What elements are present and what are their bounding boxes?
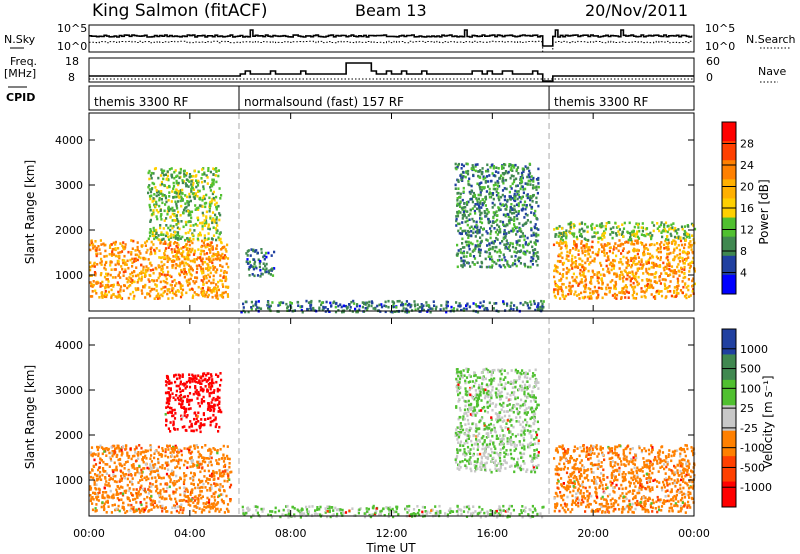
cpid-segment-label: themis 3300 RF xyxy=(554,95,648,109)
beam-title: Beam 13 xyxy=(355,1,427,20)
power-colorbar-tick: 12 xyxy=(740,224,754,237)
freq-tick-bottom: 8 xyxy=(68,71,75,84)
x-tick-label: 20:00 xyxy=(577,527,609,540)
velocity-region-4 xyxy=(553,444,696,514)
power-colorbar-tick: 4 xyxy=(740,267,747,280)
power-colorbar-swatch xyxy=(722,179,736,199)
cpid-segment-label: normalsound (fast) 157 RF xyxy=(244,95,404,109)
velocity-region-1 xyxy=(164,372,223,434)
power-colorbar-swatch xyxy=(722,255,736,276)
x-tick-label: 04:00 xyxy=(174,527,206,540)
power-colorbar-swatch xyxy=(722,122,736,142)
x-tick-label: 16:00 xyxy=(476,527,508,540)
nave-label: Nave xyxy=(758,65,786,78)
velocity-colorbar-swatch xyxy=(722,354,736,381)
y-tick-label: 1000 xyxy=(55,474,83,487)
velocity-colorbar-swatch xyxy=(722,405,736,432)
freq-tick-top: 18 xyxy=(65,55,79,68)
cpid-segment-label: themis 3300 RF xyxy=(94,95,188,109)
y-tick-label: 3000 xyxy=(55,384,83,397)
power-colorbar: 28 24 20 16 12 8 4 xyxy=(721,121,754,295)
velocity-colorbar-tick: -1000 xyxy=(740,481,772,494)
power-colorbar-title: Power [dB] xyxy=(757,179,771,244)
power-colorbar-tick: 8 xyxy=(740,245,747,258)
nsky-tick-top-right: 10^5 xyxy=(705,22,735,35)
nsearch-series xyxy=(89,40,692,53)
velocity-colorbar-title: Velocity [m s⁻¹] xyxy=(761,375,775,468)
date-title: 20/Nov/2011 xyxy=(585,1,688,20)
velocity-colorbar-tick: 500 xyxy=(740,363,761,376)
y-tick-label: 3000 xyxy=(55,179,83,192)
power-ylabel: Slant Range [km] xyxy=(23,160,37,264)
y-tick-label: 4000 xyxy=(55,339,83,352)
power-region-2 xyxy=(245,248,276,278)
power-region-0 xyxy=(89,239,230,300)
power-region-1 xyxy=(147,167,223,242)
velocity-region-2 xyxy=(241,504,545,519)
y-tick-label: 4000 xyxy=(55,134,83,147)
velocity-colorbar-swatch xyxy=(722,456,736,483)
x-tick-label: 12:00 xyxy=(376,527,408,540)
freq-label-line1: Freq. xyxy=(10,55,37,68)
velocity-colorbar-tick: -25 xyxy=(740,422,758,435)
velocity-region-0 xyxy=(89,444,233,514)
velocity-colorbar-swatch xyxy=(722,329,736,355)
velocity-colorbar-tick: 1000 xyxy=(740,343,768,356)
velocity-ylabel: Slant Range [km] xyxy=(23,365,37,469)
velocity-colorbar-swatch xyxy=(722,379,736,406)
nsearch-label: N.Search xyxy=(746,33,796,46)
velocity-panel: 1000 2000 3000 4000 00:00 04:00 08:00 12:00 16:0… xyxy=(23,317,710,554)
x-tick-label: 00:00 xyxy=(678,527,710,540)
power-colorbar-swatch xyxy=(722,217,736,238)
velocity-colorbar-tick: 25 xyxy=(740,402,754,415)
freq-label-line2: [MHz] xyxy=(4,67,36,80)
power-colorbar-swatch xyxy=(722,141,736,161)
freq-series xyxy=(89,62,694,82)
cpid-panel: CPID themis 3300 RF normalsound (fast) 15… xyxy=(6,85,695,111)
velocity-colorbar-tick: -500 xyxy=(740,461,765,474)
y-tick-label: 1000 xyxy=(55,269,83,282)
velocity-colorbar: 1000 500 100 25 -25 -100 -500 -1000 xyxy=(721,328,772,508)
y-tick-label: 2000 xyxy=(55,429,83,442)
nsky-series xyxy=(89,29,693,47)
power-colorbar-swatch xyxy=(722,274,736,295)
y-tick-label: 2000 xyxy=(55,224,83,237)
power-region-3 xyxy=(240,299,545,314)
velocity-colorbar-tick: 100 xyxy=(740,382,761,395)
x-axis-label: Time UT xyxy=(365,541,416,554)
power-region-4 xyxy=(454,162,540,269)
station-title: King Salmon (fitACF) xyxy=(92,1,268,21)
power-colorbar-swatch xyxy=(722,160,736,180)
nave-tick-top: 60 xyxy=(706,55,720,68)
nsky-tick-bottom-right: 10^0 xyxy=(705,40,735,53)
power-colorbar-tick: 24 xyxy=(740,159,754,172)
power-region-6 xyxy=(553,221,697,242)
power-colorbar-tick: 16 xyxy=(740,202,754,215)
nsky-panel: N.Sky 10^5 10^0 10^5 10^0 N.Search xyxy=(4,22,796,53)
velocity-colorbar-tick: -100 xyxy=(740,442,765,455)
freq-panel: Freq. [MHz] 18 8 60 0 Nave xyxy=(4,55,786,84)
power-colorbar-tick: 20 xyxy=(740,181,754,194)
nave-tick-bottom: 0 xyxy=(706,71,713,84)
nsky-tick-top: 10^5 xyxy=(57,22,87,35)
nsky-tick-bottom: 10^0 xyxy=(57,40,87,53)
x-tick-label: 08:00 xyxy=(275,527,307,540)
x-tick-label: 00:00 xyxy=(73,527,105,540)
velocity-colorbar-swatch xyxy=(722,430,736,457)
power-colorbar-tick: 28 xyxy=(740,138,754,151)
velocity-colorbar-swatch xyxy=(722,481,736,508)
power-panel: 1000 2000 3000 4000 Slant Range [km] xyxy=(23,112,697,314)
cpid-label: CPID xyxy=(6,91,35,104)
velocity-region-3 xyxy=(454,367,540,474)
nsky-label: N.Sky xyxy=(4,33,36,46)
power-colorbar-swatch xyxy=(722,236,736,257)
power-region-5 xyxy=(552,239,696,300)
